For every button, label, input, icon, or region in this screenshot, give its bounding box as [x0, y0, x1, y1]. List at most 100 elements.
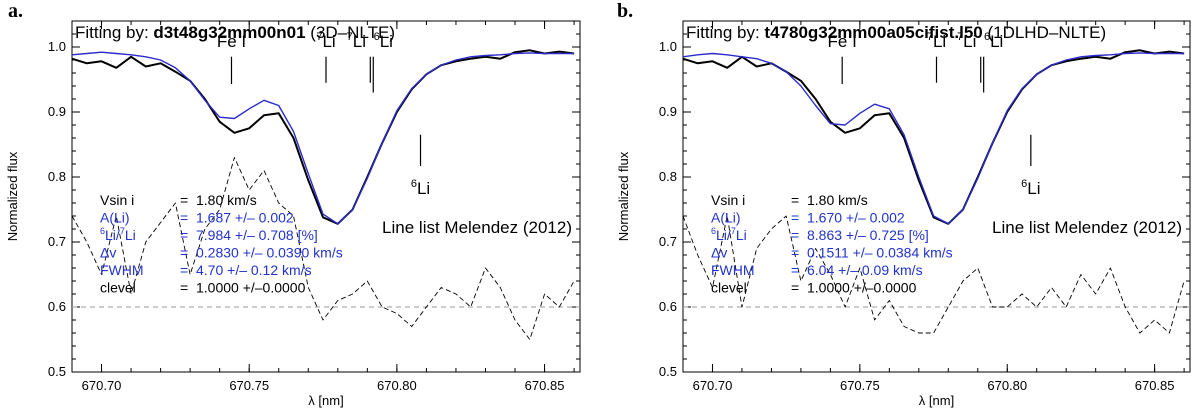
annotation-sep: =	[180, 280, 188, 296]
line-id-sup: 7	[316, 31, 322, 43]
annotation-label: Δv	[711, 245, 727, 261]
annotation-value: 0.2830 +/– 0.0390 km/s	[196, 245, 343, 261]
line-id-label: 7Li	[927, 31, 946, 51]
annotation-label: A(Li)	[100, 210, 130, 226]
line-id-label: 6Li	[984, 31, 1003, 51]
annotation-sep: =	[791, 245, 799, 261]
annotation-sep: =	[791, 280, 799, 296]
annotation-label: clevel	[711, 280, 747, 296]
ann-part: Li/	[105, 227, 120, 243]
line-id-label: 7Li	[347, 31, 366, 51]
ann-sup: 7	[120, 226, 125, 236]
plot-frame	[682, 20, 1191, 373]
y-tick-label: 0.7	[659, 234, 677, 249]
line-id-label: 6Li	[374, 31, 393, 51]
y-tick-label: 1.0	[48, 39, 66, 54]
x-axis-label: λ [nm]	[919, 393, 954, 408]
x-tick-label: 670.80	[377, 378, 417, 393]
y-tick-label: 0.7	[48, 234, 66, 249]
annotation-value: 7.984 +/– 0.708 [%]	[196, 227, 318, 243]
ann-part: Li	[736, 227, 747, 243]
annotation-label: FWHM	[100, 262, 144, 278]
line-id-main: Li	[353, 32, 366, 51]
annotation-label: FWHM	[711, 262, 755, 278]
series-fit	[682, 52, 1185, 225]
annotation-sep: =	[180, 210, 188, 226]
annotation-value: 6.04 +/– 0.09 km/s	[807, 262, 923, 278]
y-tick-label: 0.5	[48, 364, 66, 379]
line-id-main: Li	[990, 32, 1003, 51]
line-id-label: 7Li	[316, 31, 335, 51]
annotation-sep: =	[791, 210, 799, 226]
annotation-sep: =	[791, 262, 799, 278]
annotation-value: 8.863 +/– 0.725 [%]	[807, 227, 929, 243]
line-id-sup: 7	[957, 31, 963, 43]
ann-sup: 6	[100, 226, 105, 236]
ann-part: Li/	[716, 227, 731, 243]
annotation-label: clevel	[100, 280, 136, 296]
line-id-sup: 7	[347, 31, 353, 43]
annotation-value: 1.80 km/s	[196, 192, 257, 208]
y-tick-label: 1.0	[659, 39, 677, 54]
panel-b: b. 670.70 670.75 670.80 670.85 0.5 0.6 0.7 0.8 0.…	[616, 0, 1191, 408]
title-suffix: (3D–NLTE)	[306, 23, 395, 42]
ann-sup: 7	[731, 226, 736, 236]
annotation-value: 1.80 km/s	[807, 192, 868, 208]
line-id-main: Li	[1027, 179, 1040, 198]
series-fit	[71, 51, 575, 225]
line-id-main: Li	[380, 32, 393, 51]
annotation-label: Δv	[100, 245, 116, 261]
series-observed	[71, 49, 575, 225]
x-tick-label: 670.70	[82, 378, 122, 393]
annotation-sep: =	[180, 227, 188, 243]
line-id-label: 7Li	[957, 31, 976, 51]
x-tick-label: 670.75	[229, 378, 269, 393]
annotation-value: 0.1511 +/– 0.0384 km/s	[807, 245, 953, 261]
y-tick-label: 0.9	[659, 104, 677, 119]
panel-a: a. 670.70 670.75 670.80 670.85 0.5 0.6 0.7 0.8 0.…	[5, 0, 581, 408]
chart-title: Fitting by: d3t48g32mm00n01 (3D–NLTE)	[75, 23, 395, 42]
title-prefix: Fitting by:	[75, 23, 153, 42]
annotation-label: Vsin i	[100, 192, 134, 208]
annotation-sep: =	[791, 192, 799, 208]
line-id-sup: 6	[984, 31, 990, 43]
x-axis-label: λ [nm]	[308, 393, 343, 408]
line-id-main: Li	[322, 32, 335, 51]
annotation-value: 4.70 +/– 0.12 km/s	[196, 262, 312, 278]
series-residual	[71, 157, 575, 340]
y-axis-label: Normalized flux	[5, 151, 20, 241]
line-id-sup: 7	[927, 31, 933, 43]
title-model: t4780g32mm00a05cifist.l50	[764, 23, 982, 42]
ann-part: Li	[125, 227, 136, 243]
line-id-sup: 6	[411, 178, 417, 190]
line-id-label: Fe I	[828, 32, 857, 51]
line-id-sup: 6	[374, 31, 380, 43]
annotation-value: 1.670 +/– 0.002	[807, 210, 905, 226]
line-list-label: Line list Melendez (2012)	[992, 218, 1182, 237]
x-tick-label: 670.75	[840, 378, 880, 393]
line-list-label: Line list Melendez (2012)	[382, 218, 572, 237]
chart-title: Fitting by: t4780g32mm00a05cifist.l50 (1…	[686, 23, 1106, 42]
annotation-value: 1.0000 +/–0.0000	[807, 280, 917, 296]
x-tick-label: 670.70	[693, 378, 733, 393]
annotation-label: Vsin i	[711, 192, 745, 208]
y-tick-label: 0.9	[48, 104, 66, 119]
plot-frame	[71, 20, 581, 373]
line-id-main: Li	[963, 32, 976, 51]
series-observed	[682, 49, 1185, 225]
annotation-value: 1.687 +/– 0.002	[196, 210, 294, 226]
ann-sup: 6	[711, 226, 716, 236]
line-id-sup: 6	[1021, 178, 1027, 190]
panel-letter: a.	[8, 0, 23, 22]
title-prefix: Fitting by:	[686, 23, 764, 42]
x-tick-label: 670.85	[525, 378, 565, 393]
annotation-sep: =	[791, 227, 799, 243]
line-id-label: Fe I	[217, 32, 246, 51]
annotation-sep: =	[180, 245, 188, 261]
line-id-label: 6Li	[411, 178, 430, 198]
line-id-main: Li	[417, 179, 430, 198]
annotation-label: A(Li)	[711, 210, 741, 226]
x-tick-label: 670.80	[987, 378, 1027, 393]
y-tick-label: 0.8	[48, 169, 66, 184]
y-tick-label: 0.6	[659, 299, 677, 314]
